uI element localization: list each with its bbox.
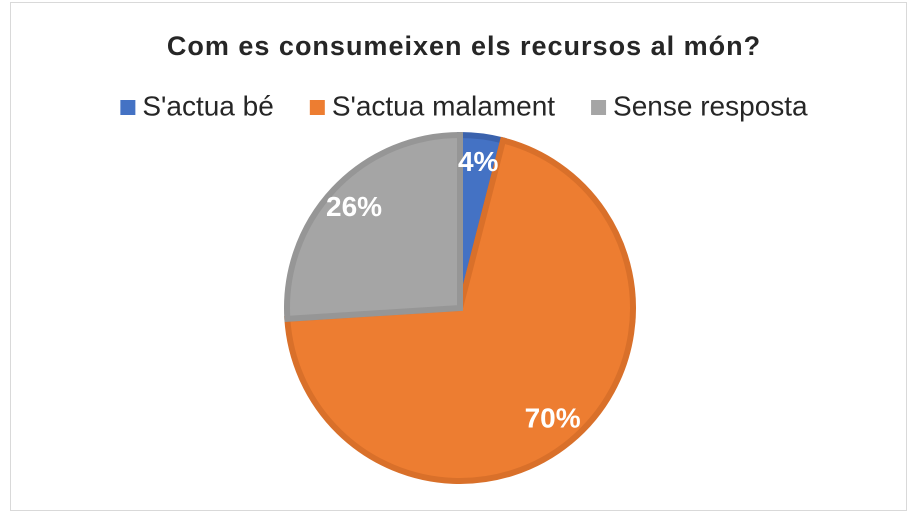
legend-swatch [120, 100, 136, 115]
chart-title: Com es consumeixen els recursos al món? [167, 31, 761, 61]
legend-swatch [309, 100, 325, 115]
legend: S'actua bé S'actua malament Sense resposta [120, 90, 808, 121]
pie-slice [284, 131, 463, 323]
legend-swatch [591, 100, 607, 115]
data-labels: 4% 70% 26% [326, 146, 581, 433]
data-label: 4% [458, 146, 499, 177]
legend-label: S'actua malament [332, 90, 555, 121]
pie [284, 131, 636, 484]
data-label: 70% [525, 402, 581, 433]
legend-label: S'actua bé [142, 90, 273, 121]
legend-label: Sense resposta [613, 90, 808, 121]
data-label: 26% [326, 191, 382, 222]
